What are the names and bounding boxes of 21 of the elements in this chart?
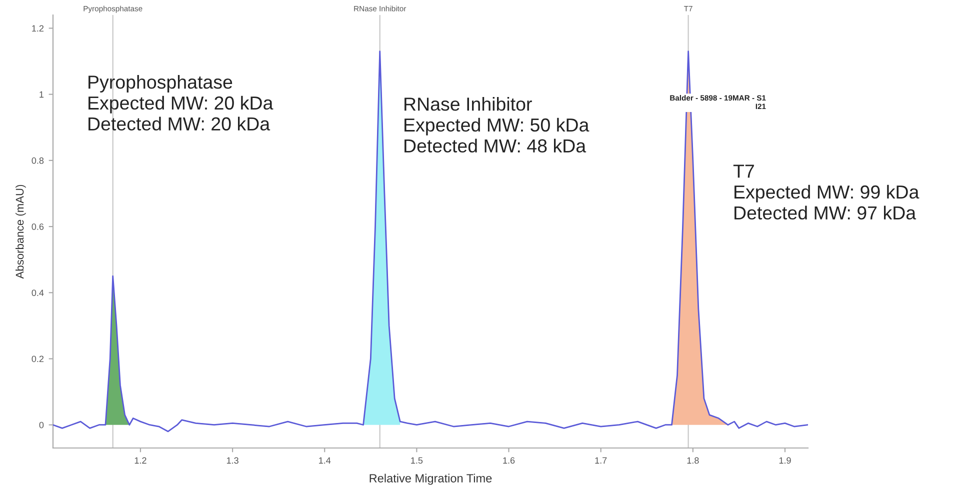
x-tick-label: 1.5 bbox=[411, 457, 423, 464]
x-tick-label: 1.3 bbox=[226, 457, 238, 464]
x-tick-label: 1.7 bbox=[595, 457, 607, 464]
y-tick-label: 0.8 bbox=[32, 157, 44, 164]
x-tick-label: 1.9 bbox=[779, 457, 791, 464]
y-tick-label: 0.6 bbox=[32, 224, 44, 230]
x-tick-label: 1.6 bbox=[503, 457, 515, 464]
x-tick-label: 1.4 bbox=[319, 457, 331, 464]
annotation: Pyrophosphatase Expected MW: 20 kDa Detected MW: 20 kDa bbox=[88, 75, 274, 131]
x-tick-label: 1.2 bbox=[134, 457, 146, 464]
y-tick-label: 0.2 bbox=[32, 356, 44, 362]
x-axis-title: Relative Migration Time bbox=[370, 474, 492, 485]
annotation: T7 Expected MW: 99 kDa Detected MW: 97 kDa bbox=[733, 164, 920, 220]
annotation: RNase Inhibitor Expected MW: 50 kDa Detected MW: 48 kDa bbox=[404, 97, 590, 153]
y-tick-label: 1.2 bbox=[32, 25, 44, 32]
y-tick-label: 0 bbox=[39, 422, 44, 428]
line-series bbox=[53, 50, 808, 432]
y-axis-title: Absorbance (mAU) bbox=[16, 184, 26, 279]
y-tick-label: 0.4 bbox=[32, 290, 44, 296]
y-tick-label: 1 bbox=[40, 91, 44, 98]
x-tick-label: 1.8 bbox=[687, 457, 699, 464]
